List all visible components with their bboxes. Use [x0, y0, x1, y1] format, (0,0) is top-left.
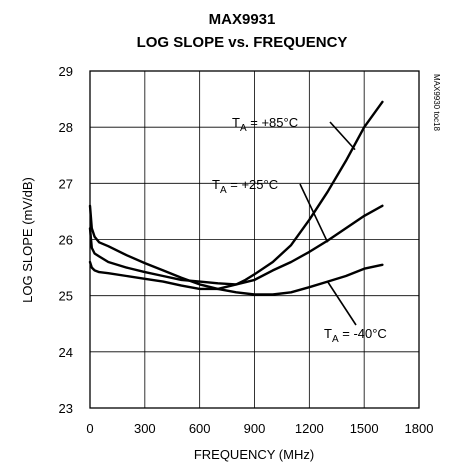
- x-tick-label: 600: [189, 421, 211, 436]
- series-leader-1: [329, 121, 356, 151]
- x-tick-labels: 0 300 600 900 1200 1500 1800: [86, 421, 433, 436]
- series-leader-2: [299, 183, 329, 243]
- series-lines: [88, 100, 384, 296]
- y-tick-label: 25: [59, 289, 73, 304]
- chart-subtitle: LOG SLOPE vs. FREQUENCY: [137, 34, 348, 51]
- x-tick-label: 900: [244, 421, 266, 436]
- series-line-3: [88, 204, 384, 296]
- series-annotations: TA = +85°C TA = +25°C TA = -40°C: [212, 115, 387, 345]
- x-tick-label: 300: [134, 421, 156, 436]
- x-tick-label: 1800: [405, 421, 434, 436]
- y-tick-label: 24: [59, 345, 73, 360]
- chart-code-watermark: MAX9930 toc18: [432, 74, 441, 131]
- x-tick-label: 1200: [295, 421, 324, 436]
- x-axis-label: FREQUENCY (MHz): [194, 447, 314, 462]
- y-axis-label: LOG SLOPE (mV/dB): [20, 177, 35, 303]
- y-tick-label: 28: [59, 120, 73, 135]
- x-tick-label: 1500: [350, 421, 379, 436]
- series-label-2: TA = +25°C: [212, 177, 278, 196]
- y-tick-label: 23: [59, 401, 73, 416]
- x-tick-label: 0: [86, 421, 93, 436]
- series-line-2: [88, 204, 384, 286]
- series-label-3: TA = -40°C: [324, 326, 387, 345]
- series-leader-3: [326, 281, 357, 326]
- y-tick-label: 29: [59, 64, 73, 79]
- series-label-1: TA = +85°C: [232, 115, 298, 134]
- y-tick-label: 26: [59, 233, 73, 248]
- y-tick-labels: 23 24 25 26 27 28 29: [59, 64, 73, 416]
- y-tick-label: 27: [59, 176, 73, 191]
- chart-title: MAX9931: [209, 11, 276, 28]
